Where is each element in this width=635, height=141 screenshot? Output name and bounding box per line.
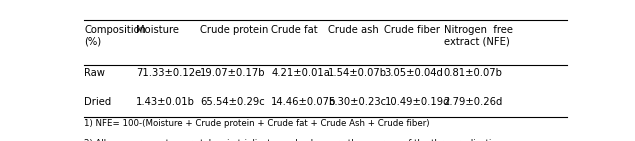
Text: Crude protein: Crude protein: [200, 25, 269, 35]
Text: Nitrogen  free
extract (NFE): Nitrogen free extract (NFE): [443, 25, 512, 46]
Text: Raw: Raw: [84, 68, 105, 78]
Text: 10.49±0.19d: 10.49±0.19d: [385, 97, 450, 107]
Text: 14.46±0.07b: 14.46±0.07b: [271, 97, 337, 107]
Text: Crude fiber: Crude fiber: [385, 25, 441, 35]
Text: Crude ash: Crude ash: [328, 25, 378, 35]
Text: 4.21±0.01a: 4.21±0.01a: [271, 68, 330, 78]
Text: 71.33±0.12e: 71.33±0.12e: [136, 68, 201, 78]
Text: 1.54±0.07b: 1.54±0.07b: [328, 68, 387, 78]
Text: 5.30±0.23c: 5.30±0.23c: [328, 97, 386, 107]
Text: 0.81±0.07b: 0.81±0.07b: [443, 68, 502, 78]
Text: Crude fat: Crude fat: [271, 25, 318, 35]
Text: 3.05±0.04d: 3.05±0.04d: [385, 68, 443, 78]
Text: 1.43±0.01b: 1.43±0.01b: [136, 97, 195, 107]
Text: 65.54±0.29c: 65.54±0.29c: [200, 97, 265, 107]
Text: Moisture: Moisture: [136, 25, 179, 35]
Text: Dried: Dried: [84, 97, 112, 107]
Text: 19.07±0.17b: 19.07±0.17b: [200, 68, 265, 78]
Text: Composition
(%): Composition (%): [84, 25, 146, 46]
Text: 2.79±0.26d: 2.79±0.26d: [443, 97, 503, 107]
Text: 1) NFE= 100-(Moisture + Crude protein + Crude fat + Crude Ash + Crude fiber): 1) NFE= 100-(Moisture + Crude protein + …: [84, 119, 430, 128]
Text: 2) All measurements were taken in triplicate, and values are the average of the : 2) All measurements were taken in tripli…: [84, 138, 507, 141]
